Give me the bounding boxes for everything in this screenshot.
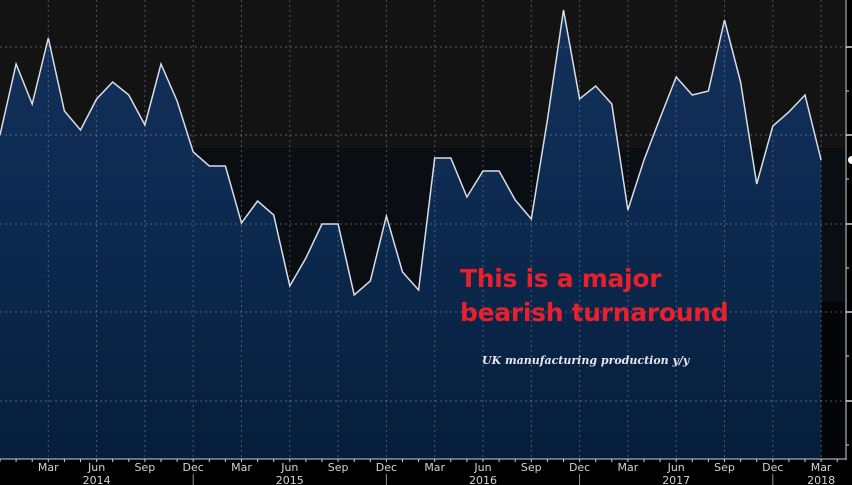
x-year-label: 2017 [662, 474, 690, 485]
x-year-label: 2016 [469, 474, 497, 485]
area-fill [0, 10, 822, 459]
chart-title: UK manufacturing production y/y [482, 354, 690, 367]
x-tick-label: Mar [231, 461, 252, 474]
x-tick-label: Jun [87, 461, 105, 474]
x-year-label: 2018 [807, 474, 835, 485]
x-tick-label: Sep [521, 461, 542, 474]
footer-background [0, 459, 852, 485]
x-tick-label: Mar [38, 461, 59, 474]
x-axis-ticks: Mar Jun Sep Dec Mar Jun Sep Dec Mar Jun Sep Dec Mar J… [0, 459, 838, 485]
annotation-line-1: This is a major [460, 264, 662, 293]
y-axis-ticks [846, 46, 852, 446]
x-tick-label: Mar [811, 461, 832, 474]
x-tick-label: Dec [376, 461, 397, 474]
x-tick-label: Jun [280, 461, 298, 474]
series-line [0, 9, 822, 297]
x-tick-label: Mar [618, 461, 639, 474]
last-value-marker [848, 156, 852, 164]
x-tick-label: Sep [714, 461, 735, 474]
x-tick-label: Jun [473, 461, 491, 474]
x-tick-label: Dec [762, 461, 783, 474]
x-year-label: 2014 [83, 474, 111, 485]
annotation-text: This is a major bearish turnaround [460, 262, 729, 330]
x-tick-label: Sep [135, 461, 156, 474]
x-tick-label: Dec [183, 461, 204, 474]
x-tick-label: Dec [569, 461, 590, 474]
x-tick-label: Sep [328, 461, 349, 474]
annotation-line-2: bearish turnaround [460, 298, 729, 327]
x-tick-label: Mar [424, 461, 445, 474]
x-tick-label: Jun [667, 461, 685, 474]
data-line [0, 9, 822, 297]
x-year-label: 2015 [276, 474, 304, 485]
area-path [0, 10, 822, 459]
gridlines [0, 0, 846, 459]
